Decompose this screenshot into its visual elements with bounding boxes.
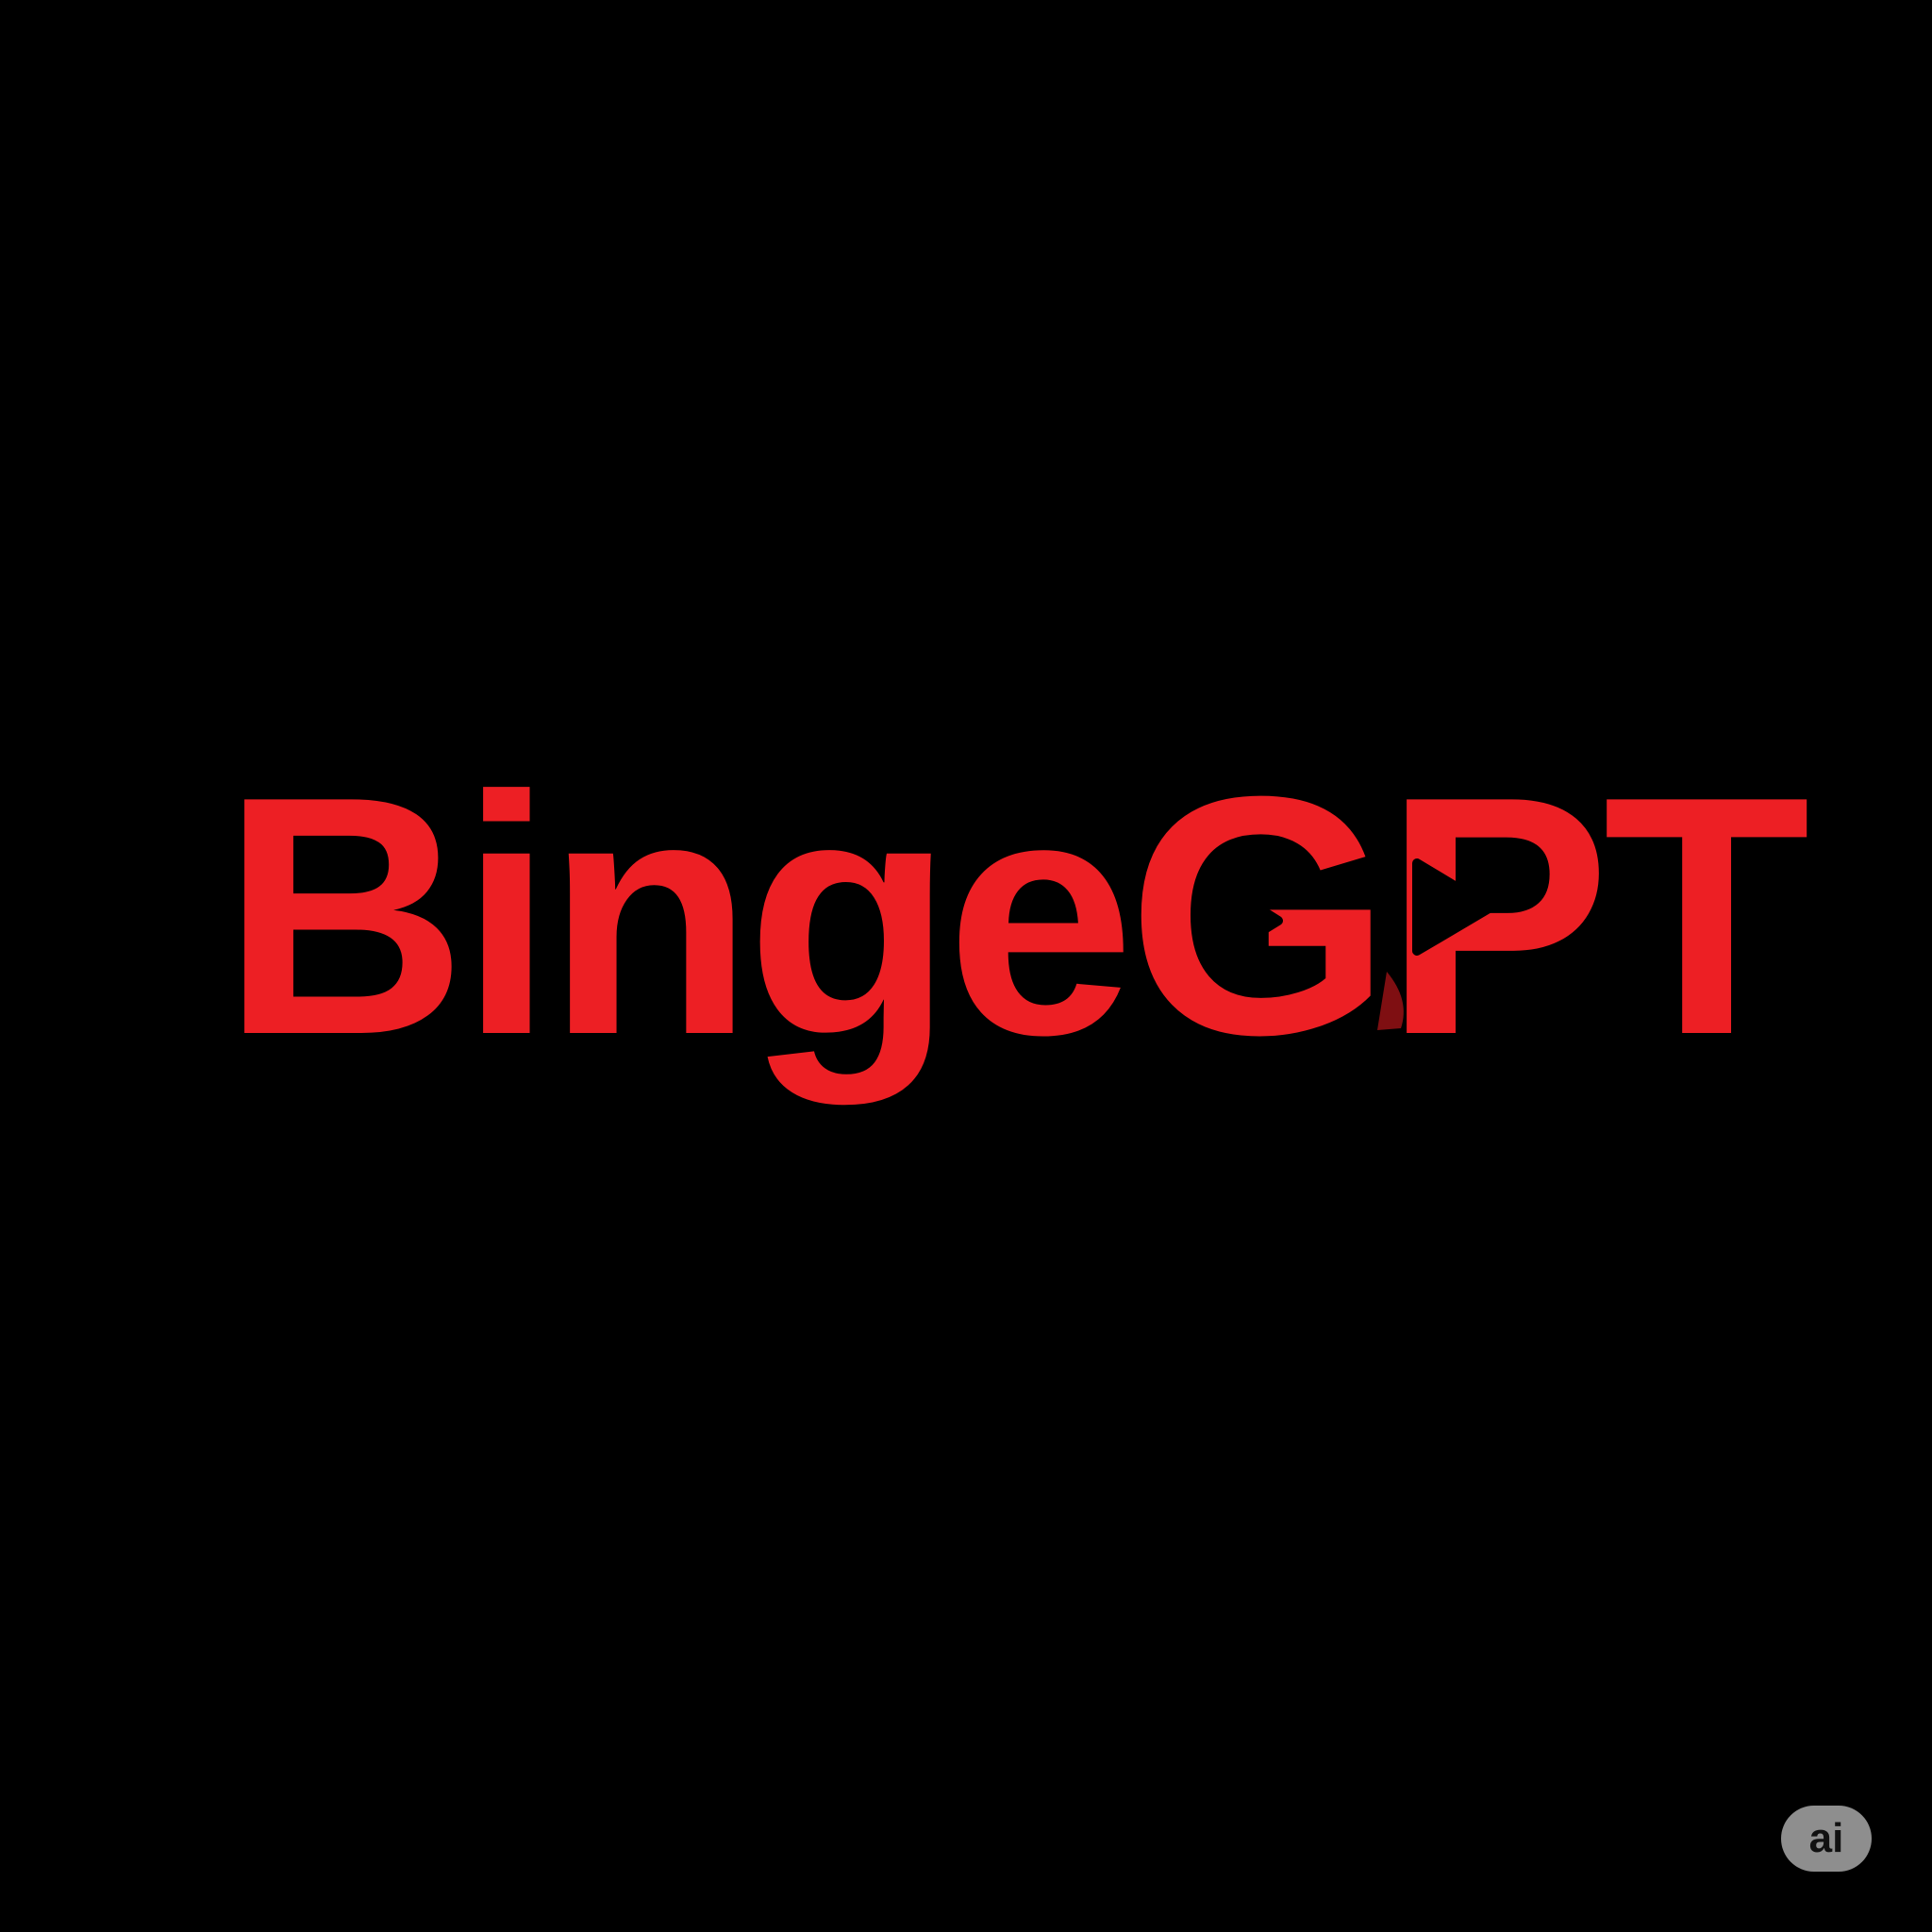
- play-icon: [1412, 858, 1495, 956]
- fold-accent: [1377, 972, 1404, 1030]
- ai-badge: ai: [1781, 1806, 1872, 1872]
- logo-wordmark: BingeGPT: [222, 726, 1810, 1108]
- play-icon: [1212, 877, 1283, 963]
